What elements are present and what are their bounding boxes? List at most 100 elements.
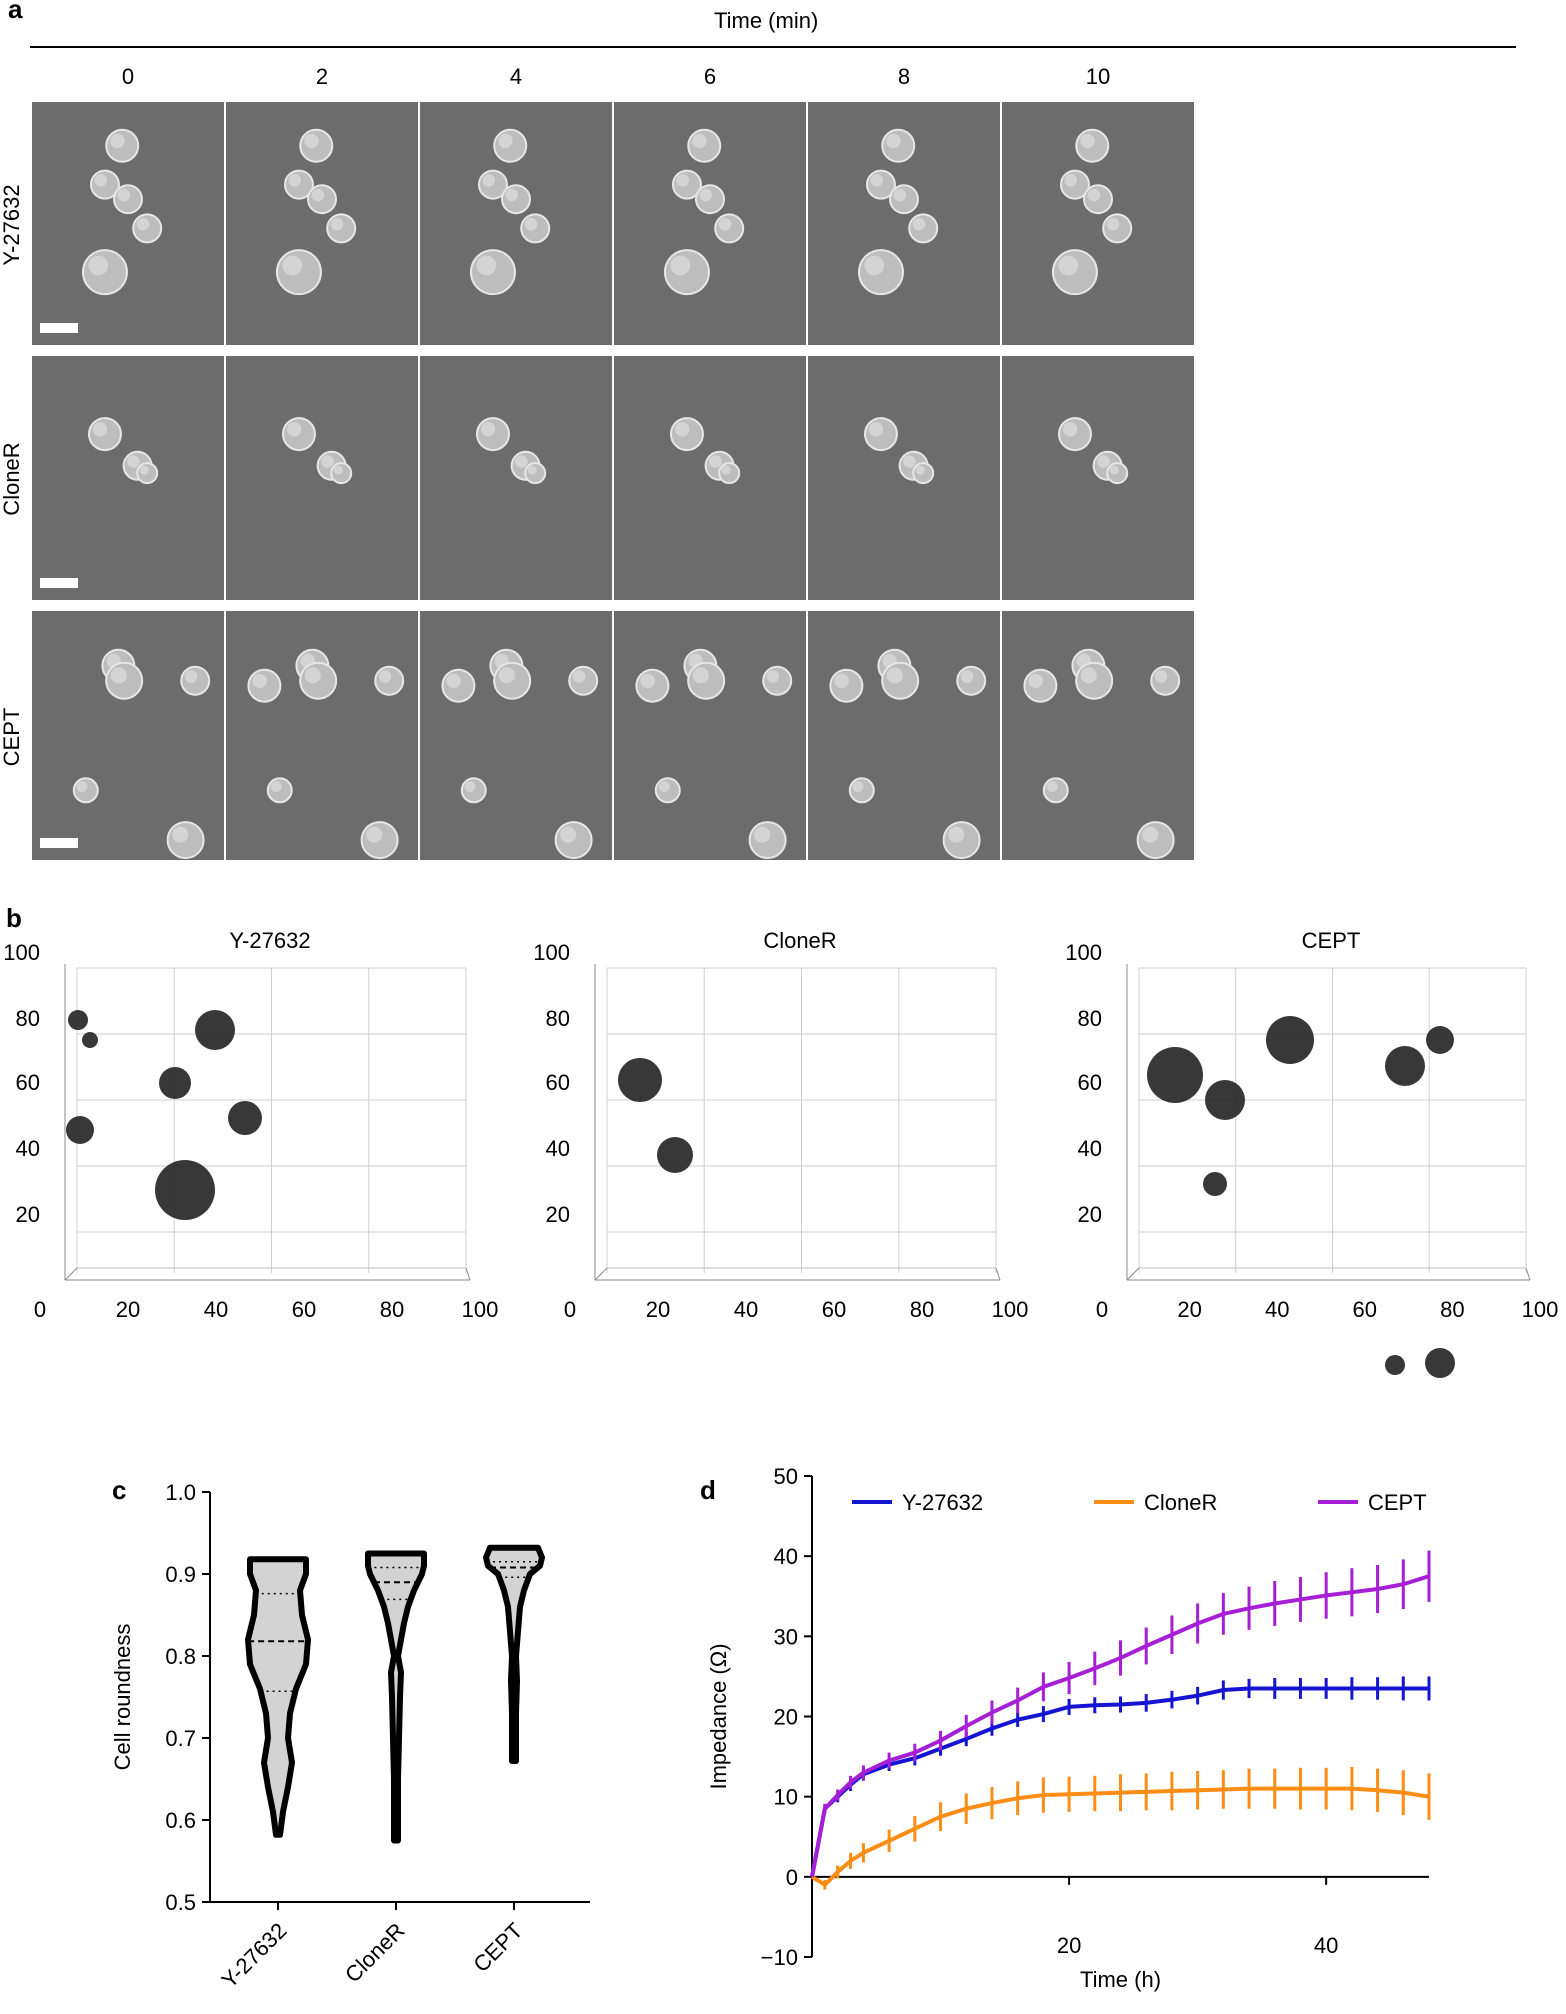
cell-3d — [1205, 1080, 1245, 1120]
y-tick-label: 20 — [16, 1202, 40, 1227]
micrograph-frame — [32, 611, 224, 860]
x-tick-label: 0 — [1096, 1297, 1108, 1322]
cell-highlight — [766, 670, 780, 683]
cell-highlight — [378, 670, 392, 683]
micrograph-cells — [1051, 128, 1133, 296]
x-tick-label: 40 — [204, 1297, 228, 1322]
cell-3d — [1385, 1046, 1425, 1086]
micrograph-cells — [275, 128, 357, 296]
y-tick-label: 40 — [1078, 1136, 1102, 1161]
x-tick-label: 0 — [34, 1297, 46, 1322]
cell-highlight — [333, 465, 343, 475]
depth-line — [64, 1267, 78, 1281]
y-tick-label: 100 — [3, 940, 40, 965]
micrograph-cells — [469, 128, 551, 296]
cell-highlight — [476, 255, 497, 276]
cell-highlight — [709, 455, 722, 468]
x-axis-label: Time (h) — [1080, 1967, 1161, 1992]
cell-highlight — [893, 188, 907, 202]
micrograph-cells — [72, 648, 211, 860]
cell-highlight — [92, 422, 108, 437]
time-label: 6 — [703, 64, 717, 89]
depth-line — [995, 1267, 1001, 1281]
cell-highlight — [721, 465, 731, 475]
cell-highlight — [903, 455, 916, 468]
cell-highlight — [670, 255, 691, 276]
plot-title: CloneR — [763, 928, 836, 953]
micrograph-cells — [87, 417, 159, 485]
cell-highlight — [76, 781, 88, 793]
micrograph-cells — [81, 128, 163, 296]
cell-highlight — [960, 670, 974, 683]
cell-highlight — [886, 133, 901, 149]
y-tick-label: 20 — [546, 1202, 570, 1227]
micrograph-cells — [863, 417, 935, 485]
x-tick-label: 60 — [822, 1297, 846, 1322]
y-tick-label: 40 — [774, 1544, 798, 1569]
panel-d-letter: d — [700, 1475, 716, 1505]
y-tick-label: 80 — [1078, 1006, 1102, 1031]
y-tick-label: 60 — [546, 1070, 570, 1095]
cell-highlight — [1062, 422, 1078, 437]
panel-a-header: Time (min) — [714, 8, 819, 33]
cell-highlight — [674, 422, 690, 437]
cell-3d — [228, 1101, 262, 1135]
micrograph-frame — [614, 611, 806, 860]
time-label: 2 — [315, 64, 329, 89]
micrograph-frame — [1002, 102, 1194, 345]
x-tick-label: CEPT — [468, 1918, 527, 1977]
y-tick-label: 0.6 — [165, 1808, 196, 1833]
micrograph-frame — [226, 102, 418, 345]
cell-3d — [155, 1160, 215, 1220]
micrograph-frame — [420, 611, 612, 860]
cell-highlight — [304, 133, 319, 149]
cell-highlight — [480, 422, 496, 437]
micrograph-frame — [226, 356, 418, 600]
series-CEPT — [810, 1550, 1431, 1878]
cell-3d — [1203, 1172, 1227, 1196]
x-tick-label: 0 — [564, 1297, 576, 1322]
cell-highlight — [1109, 465, 1119, 475]
micrograph-cells — [247, 648, 405, 860]
x-tick-label: 100 — [462, 1297, 499, 1322]
row-label: CEPT — [0, 707, 24, 766]
cell-3d — [1266, 1016, 1314, 1064]
y-tick-label: 60 — [16, 1070, 40, 1095]
cell-highlight — [1080, 133, 1095, 149]
cell-3d — [618, 1058, 662, 1102]
cell-highlight — [464, 781, 476, 793]
x-tick-label: 80 — [910, 1297, 934, 1322]
cell-highlight — [527, 465, 537, 475]
micrograph-cells — [475, 417, 547, 485]
depth-line — [594, 1267, 608, 1281]
cell-highlight — [1097, 455, 1110, 468]
y-tick-label: 40 — [16, 1136, 40, 1161]
cell-highlight — [330, 217, 344, 231]
y-tick-label: 50 — [774, 1464, 798, 1489]
x-tick-label: 100 — [992, 1297, 1029, 1322]
y-axis-label: Cell roundness — [110, 1624, 135, 1771]
cell-highlight — [184, 670, 198, 683]
cell-highlight — [658, 781, 670, 793]
y-tick-label: 1.0 — [165, 1480, 196, 1505]
cell-highlight — [754, 826, 771, 843]
time-label: 8 — [897, 64, 911, 89]
cell-highlight — [692, 133, 707, 149]
cell-3d — [1425, 1348, 1455, 1378]
time-label: 4 — [509, 64, 523, 89]
cell-highlight — [692, 667, 709, 684]
violin-Y-27632 — [245, 1556, 311, 1838]
y-tick-label: 0.5 — [165, 1890, 196, 1915]
micrograph-frame — [226, 611, 418, 860]
series-CloneR — [810, 1767, 1431, 1890]
plot-title: Y-27632 — [229, 928, 310, 953]
legend-label: CloneR — [1144, 1490, 1217, 1515]
micrograph-cells — [857, 128, 939, 296]
x-tick-label: 40 — [734, 1297, 758, 1322]
cell-highlight — [288, 174, 302, 187]
x-tick-label: 40 — [1314, 1933, 1338, 1958]
x-tick-label: 80 — [1440, 1297, 1464, 1322]
cell-highlight — [572, 670, 586, 683]
cell-highlight — [1154, 670, 1168, 683]
cell-highlight — [311, 188, 325, 202]
